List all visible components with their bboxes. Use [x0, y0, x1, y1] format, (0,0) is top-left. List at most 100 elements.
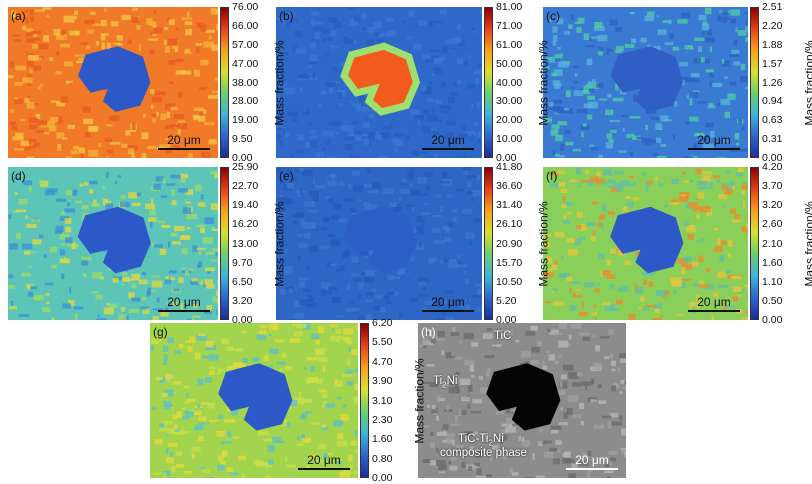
texture-speck [307, 65, 312, 68]
texture-speck [299, 168, 305, 172]
texture-speck [156, 377, 163, 381]
texture-speck [605, 109, 614, 116]
texture-speck [615, 46, 624, 51]
texture-speck [38, 43, 49, 50]
texture-speck [422, 286, 427, 292]
texture-speck [579, 402, 585, 410]
texture-speck [45, 293, 50, 296]
texture-speck [431, 214, 443, 218]
texture-speck [744, 284, 748, 288]
texture-speck [569, 179, 579, 183]
texture-speck [461, 462, 466, 468]
colorbar-tick-label: 15.70 [496, 256, 523, 269]
texture-speck [284, 133, 290, 138]
texture-speck [597, 253, 605, 260]
texture-speck [28, 117, 38, 123]
texture-speck [62, 137, 68, 140]
texture-speck [551, 72, 557, 77]
texture-speck [67, 202, 70, 207]
texture-speck [29, 69, 33, 73]
texture-speck [29, 9, 35, 16]
texture-speck [13, 39, 22, 42]
texture-speck [456, 23, 462, 31]
texture-speck [65, 156, 72, 158]
texture-speck [582, 90, 591, 95]
texture-speck [576, 211, 583, 218]
texture-speck [684, 220, 689, 227]
texture-speck [361, 272, 366, 276]
texture-speck [327, 261, 334, 268]
texture-speck [643, 280, 647, 285]
texture-speck [563, 201, 573, 207]
texture-speck [398, 312, 403, 318]
texture-speck [80, 154, 84, 158]
texture-speck [349, 300, 354, 304]
texture-speck [449, 356, 456, 359]
texture-speck [22, 243, 33, 250]
colorbar-tick-label: 19.40 [232, 199, 259, 212]
texture-speck [272, 436, 281, 443]
texture-speck [344, 144, 354, 151]
colorbar-tick-label: 2.60 [762, 218, 783, 231]
texture-speck [432, 131, 440, 136]
texture-speck [181, 17, 193, 20]
texture-speck [568, 473, 576, 478]
texture-speck [9, 109, 15, 113]
panel-b: (b) 20 μm [276, 7, 482, 158]
texture-speck [276, 361, 286, 365]
texture-speck [549, 182, 559, 188]
texture-speck [738, 167, 744, 174]
texture-speck [549, 57, 559, 63]
texture-speck [281, 198, 293, 205]
colorbar-title: Mass fraction/% [412, 357, 427, 444]
texture-speck [439, 9, 447, 15]
texture-speck [467, 403, 470, 409]
texture-speck [185, 393, 189, 398]
texture-speck [674, 101, 678, 107]
texture-speck [218, 455, 224, 461]
texture-speck [197, 22, 204, 28]
texture-speck [217, 207, 218, 213]
texture-speck [562, 196, 566, 202]
texture-speck [529, 360, 540, 365]
texture-speck [581, 180, 589, 183]
texture-speck [446, 433, 455, 437]
texture-speck [393, 139, 404, 146]
texture-speck [745, 37, 748, 42]
texture-speck [554, 232, 565, 238]
texture-speck [598, 154, 603, 158]
texture-speck [687, 234, 694, 240]
panel-label: (c) [546, 9, 560, 23]
texture-speck [713, 175, 721, 179]
texture-speck [191, 315, 201, 319]
texture-speck [156, 297, 160, 303]
texture-speck [644, 15, 654, 22]
texture-speck [477, 138, 481, 144]
texture-speck [355, 448, 358, 453]
texture-speck [552, 26, 558, 33]
texture-speck [682, 279, 692, 282]
texture-speck [365, 299, 373, 303]
texture-speck [540, 428, 544, 433]
texture-speck [354, 430, 357, 437]
texture-speck [374, 32, 383, 37]
texture-speck [307, 454, 317, 459]
texture-speck [735, 172, 744, 177]
texture-speck [410, 109, 420, 115]
texture-speck [648, 281, 654, 288]
texture-speck [381, 132, 390, 139]
panel-c: (c) 20 μm [543, 7, 748, 158]
texture-speck [617, 367, 620, 373]
texture-speck [224, 418, 235, 423]
texture-speck [500, 439, 504, 445]
texture-speck [297, 193, 302, 197]
texture-speck [106, 171, 109, 179]
texture-speck [679, 62, 688, 67]
texture-speck [440, 181, 450, 184]
texture-speck [306, 357, 318, 361]
texture-speck [424, 330, 431, 335]
texture-speck [11, 10, 16, 18]
texture-speck [564, 129, 572, 135]
texture-speck [546, 351, 551, 354]
texture-speck [734, 214, 741, 220]
